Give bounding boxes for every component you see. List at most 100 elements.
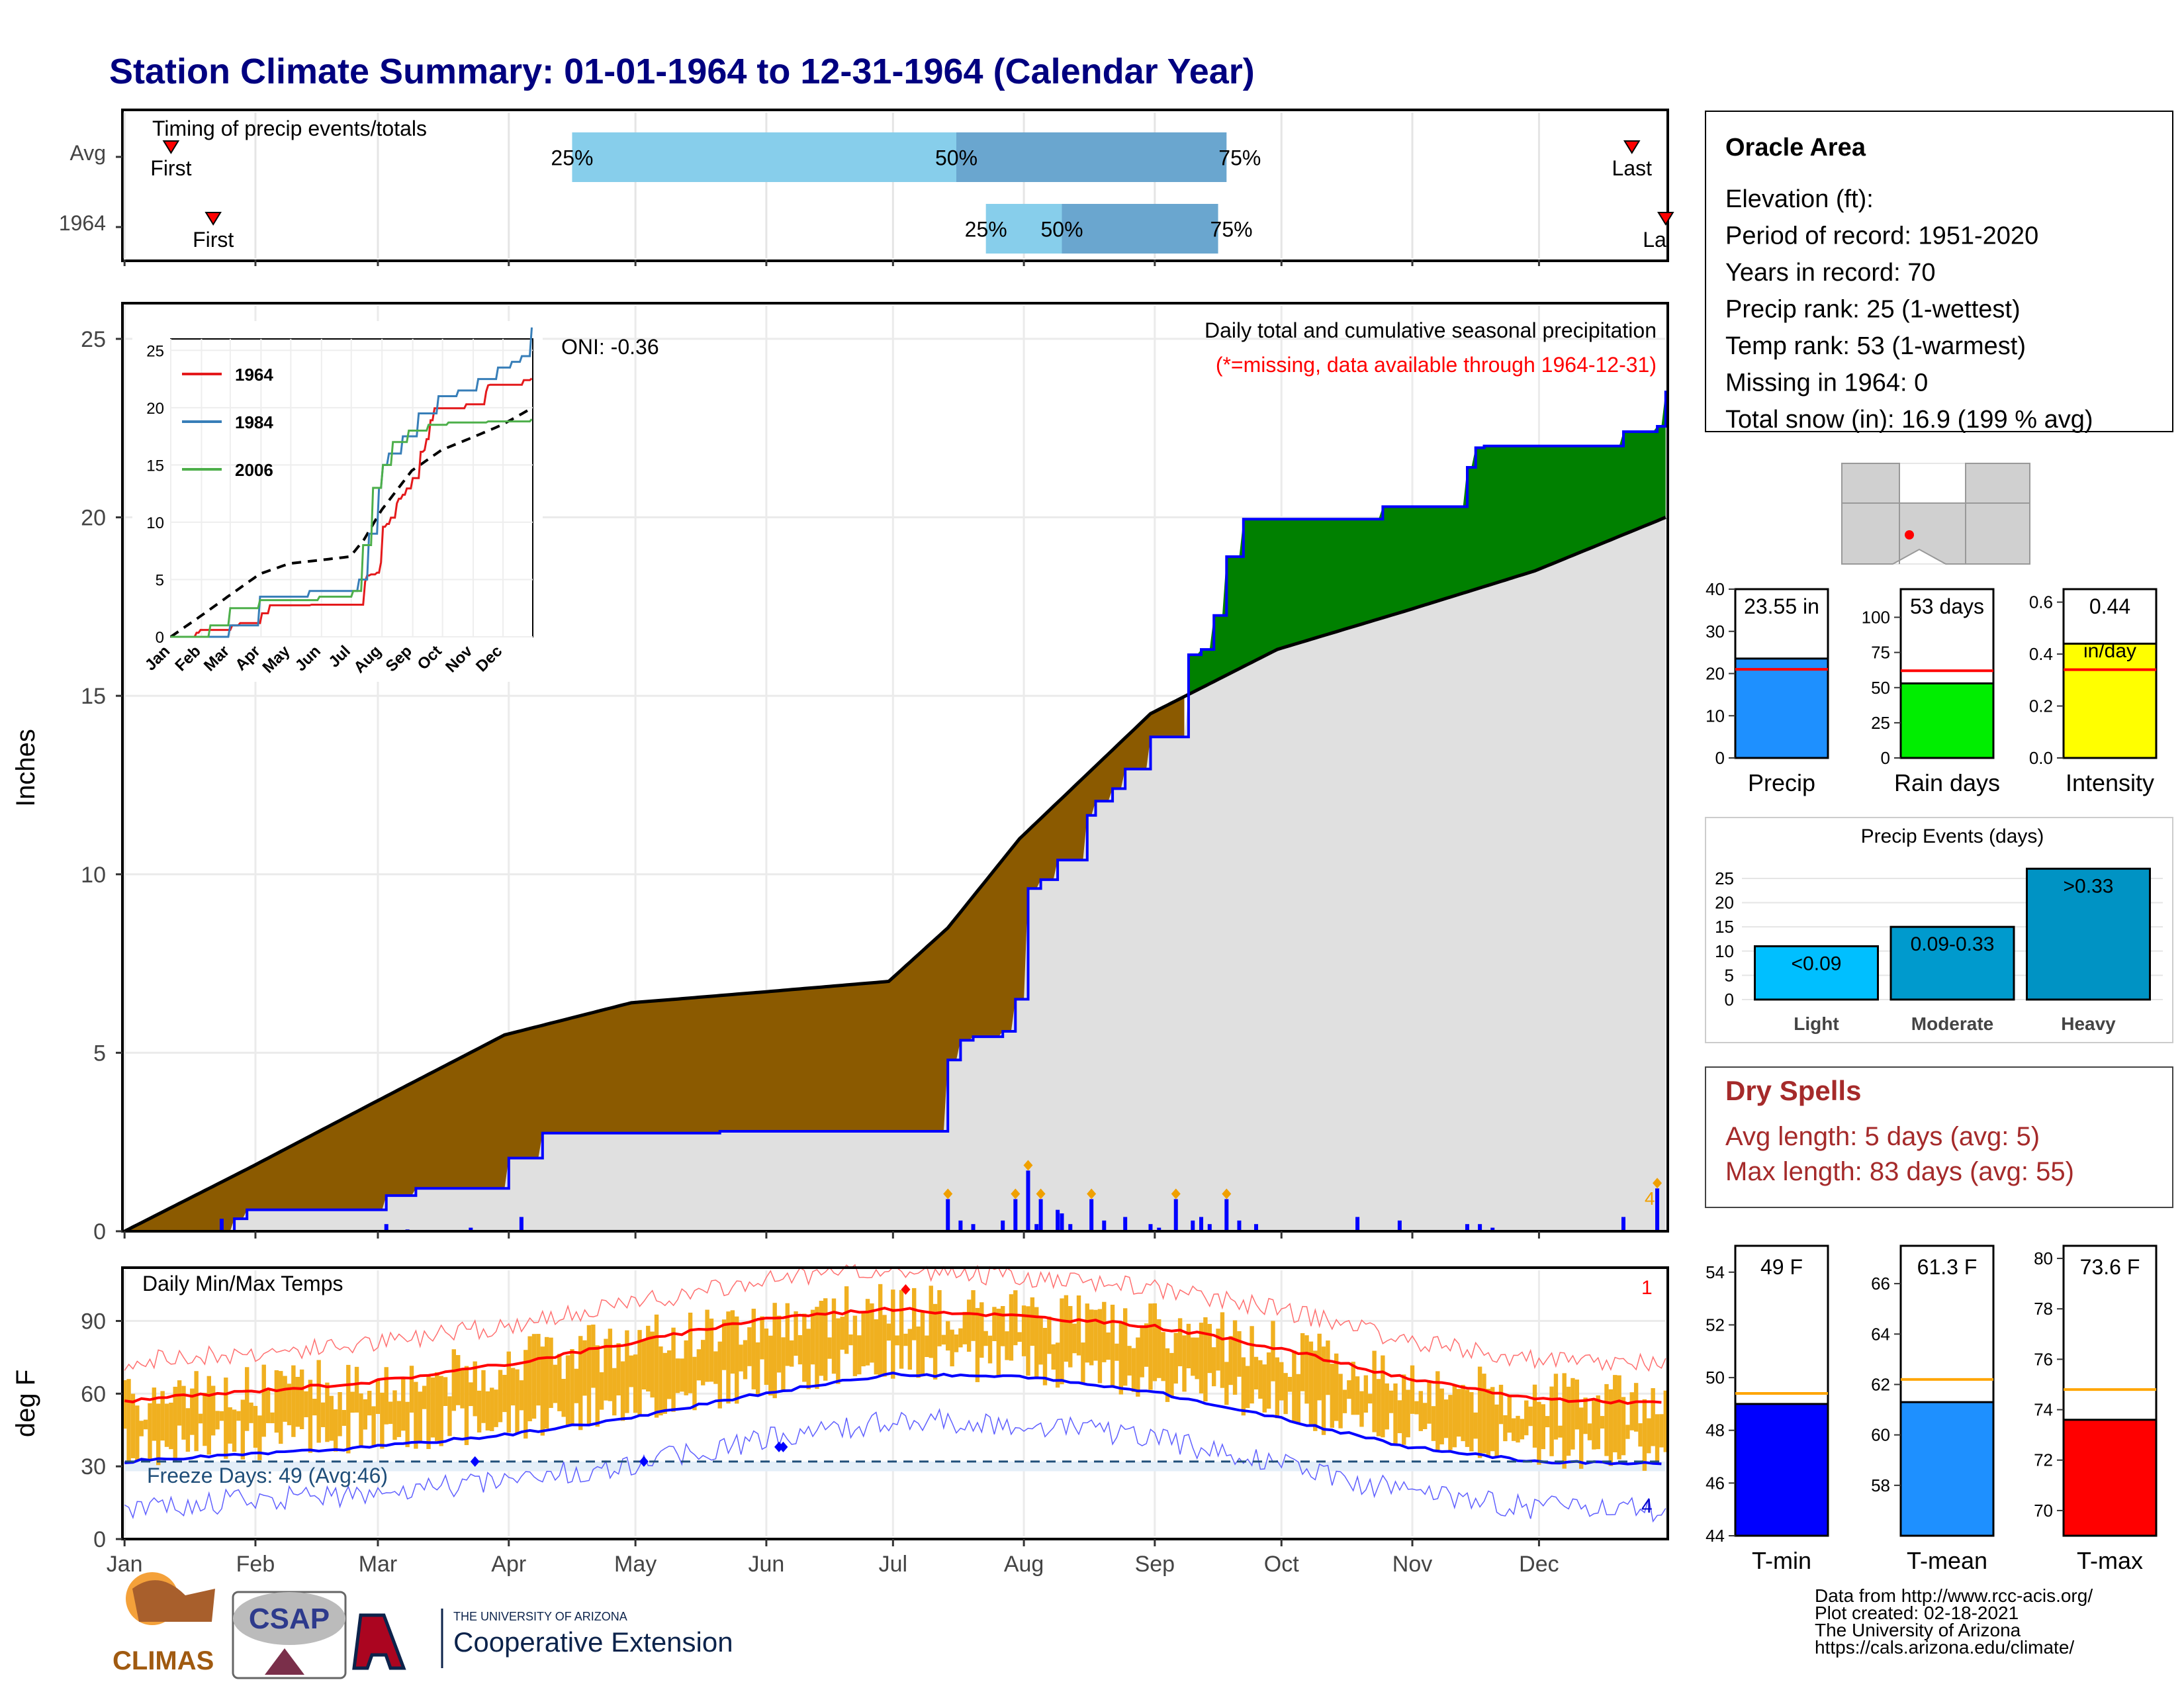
temp-ytick-label: 90 xyxy=(81,1309,106,1335)
daily-temp-bar xyxy=(625,1330,629,1413)
daily-temp-bar xyxy=(1528,1406,1533,1427)
daily-temp-bar xyxy=(287,1383,292,1426)
daily-temp-bar xyxy=(1241,1357,1246,1416)
precip-ytick-label: 5 xyxy=(93,1041,106,1066)
daily-temp-bar xyxy=(1021,1305,1026,1356)
daily-temp-bar xyxy=(1081,1342,1085,1383)
daily-temp-bar xyxy=(1009,1294,1014,1361)
daily-temp-bar xyxy=(591,1324,596,1388)
daily-temp-bar xyxy=(578,1336,583,1430)
daily-temp-bar xyxy=(1127,1346,1132,1376)
daily-temp-bar xyxy=(979,1302,984,1358)
daily-precip-bar xyxy=(1102,1220,1107,1231)
daily-temp-bar xyxy=(1262,1364,1267,1413)
daily-temp-bar xyxy=(823,1298,828,1381)
daily-temp-bar xyxy=(177,1380,182,1426)
daily-temp-bar xyxy=(1038,1318,1043,1365)
daily-temp-bar xyxy=(477,1390,482,1432)
precip-ytick-label: 0 xyxy=(93,1219,106,1244)
daily-temp-bar xyxy=(1617,1375,1621,1460)
daily-temp-bar xyxy=(1296,1374,1300,1425)
daily-temp-bar xyxy=(405,1401,410,1448)
record-high-marker xyxy=(901,1284,911,1295)
daily-temp-bar xyxy=(1355,1376,1360,1415)
ua-small-text: THE UNIVERSITY OF ARIZONA xyxy=(453,1610,627,1623)
daily-temp-bar xyxy=(920,1312,925,1376)
daily-temp-bar xyxy=(1613,1375,1617,1452)
daily-temp-bar xyxy=(1085,1303,1089,1363)
daily-temp-bar xyxy=(806,1329,811,1389)
temp-bar-ytick-label: 74 xyxy=(2034,1400,2053,1420)
daily-temp-bar xyxy=(253,1405,258,1448)
daily-precip-bar xyxy=(1026,1170,1030,1231)
daily-temp-bar xyxy=(870,1303,874,1363)
daily-temp-bar xyxy=(329,1395,334,1441)
timing-50-label-year: 50% xyxy=(1040,218,1083,242)
daily-temp-bar xyxy=(1161,1332,1165,1382)
daily-temp-bar xyxy=(1486,1388,1491,1458)
observed-cumulative-line xyxy=(124,391,1667,1233)
daily-temp-bar xyxy=(912,1288,917,1340)
month-label: Apr xyxy=(491,1552,526,1577)
summary-ytick-label: 0 xyxy=(1715,748,1725,768)
events-bar-label-light: <0.09 xyxy=(1792,953,1842,974)
daily-temp-bar xyxy=(1638,1423,1643,1447)
summary-ytick-label: 0.0 xyxy=(2029,748,2053,768)
daily-temp-bar xyxy=(966,1299,972,1352)
last-label-year: La xyxy=(1643,228,1666,252)
deficit-area xyxy=(128,696,1185,1231)
daily-temp-bar xyxy=(485,1391,490,1430)
daily-temp-bar xyxy=(490,1387,494,1431)
timing-title: Timing of precip events/totals xyxy=(152,117,427,140)
daily-temp-bar xyxy=(612,1368,617,1416)
daily-temp-bar xyxy=(430,1377,435,1438)
grey-area xyxy=(124,517,1666,1231)
summary-label-rain-days: Rain days xyxy=(1894,769,2000,796)
daily-temp-bar xyxy=(620,1361,625,1421)
daily-temp-bar xyxy=(760,1316,764,1360)
daily-temp-bar xyxy=(1388,1390,1394,1413)
daily-precip-bar xyxy=(1207,1224,1212,1231)
summary-ytick-label: 25 xyxy=(1871,713,1890,733)
daily-temp-bar xyxy=(1300,1333,1305,1391)
daily-temp-bar xyxy=(1368,1393,1373,1404)
events-ytick-label: 15 xyxy=(1715,917,1734,937)
daily-precip-bar xyxy=(1034,1224,1039,1231)
daily-temp-bar xyxy=(1574,1380,1580,1430)
daily-temp-bar xyxy=(1473,1412,1478,1439)
temp-bar-ytick-label: 46 xyxy=(1706,1473,1725,1493)
footer-line-2: Plot created: 02-18-2021 xyxy=(1815,1603,2019,1623)
daily-temp-bar xyxy=(954,1334,959,1352)
daily-precip-bar xyxy=(1224,1199,1229,1231)
daily-temp-bar xyxy=(540,1346,545,1436)
temp-bar-ytick-label: 50 xyxy=(1706,1368,1725,1387)
daily-temp-bar xyxy=(662,1352,668,1414)
daily-temp-bar xyxy=(641,1340,647,1390)
daily-temp-bar xyxy=(1604,1383,1609,1456)
daily-temp-bar xyxy=(730,1310,735,1374)
daily-temp-bar xyxy=(1195,1337,1199,1380)
first-label-year: First xyxy=(193,228,234,252)
daily-temp-bar xyxy=(338,1392,342,1436)
daily-temp-bar xyxy=(1102,1301,1107,1362)
daily-temp-bar xyxy=(1520,1419,1525,1440)
daily-precip-bar xyxy=(1191,1220,1195,1231)
daily-precip-bar xyxy=(469,1227,473,1231)
daily-temp-bar xyxy=(1427,1382,1432,1424)
daily-temp-bar xyxy=(447,1396,452,1436)
daily-temp-bar xyxy=(794,1311,798,1356)
daily-temp-bar xyxy=(160,1391,165,1441)
daily-temp-bar xyxy=(451,1349,457,1411)
temp-red-count: 1 xyxy=(1641,1277,1653,1299)
month-label: Jun xyxy=(749,1552,785,1577)
inset-line-2006 xyxy=(171,418,533,638)
daily-temp-bar xyxy=(464,1366,469,1446)
daily-temp-bar xyxy=(1579,1407,1584,1469)
daily-temp-bar xyxy=(1136,1337,1140,1397)
summary-ytick-label: 50 xyxy=(1871,678,1890,698)
month-label: Feb xyxy=(236,1552,275,1577)
daily-temp-bar xyxy=(1503,1415,1508,1442)
daily-temp-bar xyxy=(1659,1414,1664,1448)
timing-50-label-avg: 50% xyxy=(935,146,978,170)
